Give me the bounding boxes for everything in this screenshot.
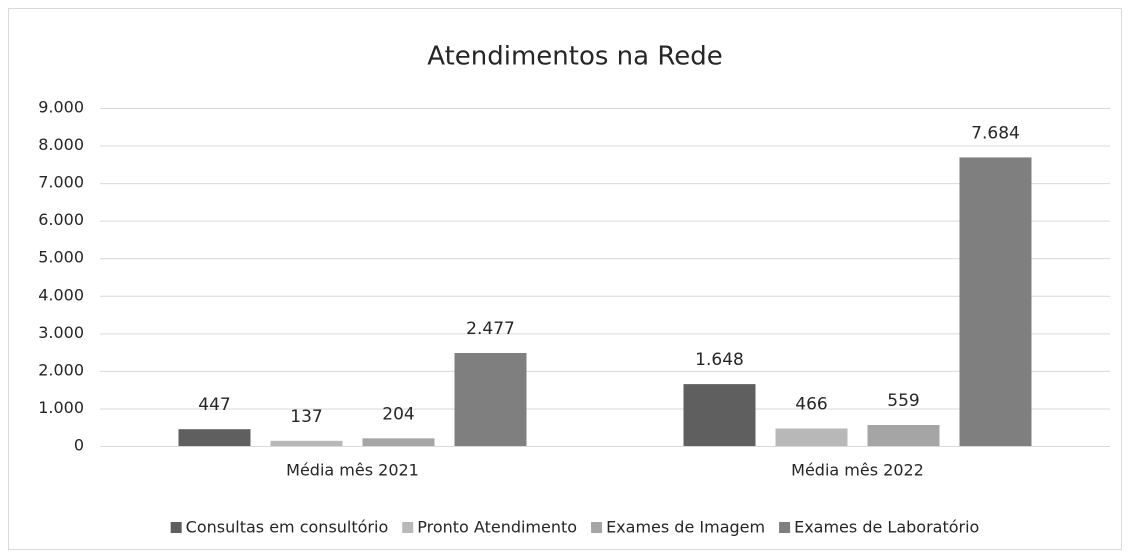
data-label: 204 (382, 404, 414, 424)
y-tick-label: 1.000 (38, 398, 84, 417)
legend-swatch (402, 522, 414, 533)
bar (362, 438, 435, 446)
legend-label: Exames de Imagem (606, 518, 765, 537)
x-tick-label: Média mês 2022 (791, 461, 924, 480)
bar (454, 352, 527, 446)
legend-label: Pronto Atendimento (417, 518, 577, 537)
legend-swatch (779, 522, 791, 533)
y-tick-label: 0 (74, 436, 84, 455)
bar (270, 440, 343, 446)
y-tick-label: 7.000 (38, 173, 84, 192)
legend-label: Consultas em consultório (186, 518, 389, 537)
data-label: 137 (290, 407, 322, 427)
y-tick-label: 8.000 (38, 135, 84, 154)
bar (683, 384, 756, 446)
bar (775, 428, 848, 446)
bar (867, 425, 940, 446)
legend-swatch (591, 522, 603, 533)
data-label: 1.648 (695, 350, 744, 370)
y-tick-label: 3.000 (38, 323, 84, 342)
legend-swatch (170, 522, 182, 533)
chart-border (8, 8, 1122, 550)
data-label: 559 (887, 391, 919, 411)
y-tick-label: 5.000 (38, 248, 84, 267)
data-label: 466 (795, 394, 827, 414)
data-label: 7.684 (971, 123, 1020, 143)
bar (959, 157, 1032, 447)
chart-title: Atendimentos na Rede (427, 42, 723, 72)
data-label: 447 (198, 395, 230, 415)
y-tick-label: 9.000 (38, 98, 84, 117)
data-label: 2.477 (466, 319, 515, 339)
legend-label: Exames de Laboratório (794, 518, 979, 537)
y-tick-label: 4.000 (38, 285, 84, 304)
x-tick-label: Média mês 2021 (286, 461, 419, 480)
y-tick-label: 6.000 (38, 210, 84, 229)
y-tick-label: 2.000 (38, 360, 84, 379)
bar (178, 429, 251, 446)
